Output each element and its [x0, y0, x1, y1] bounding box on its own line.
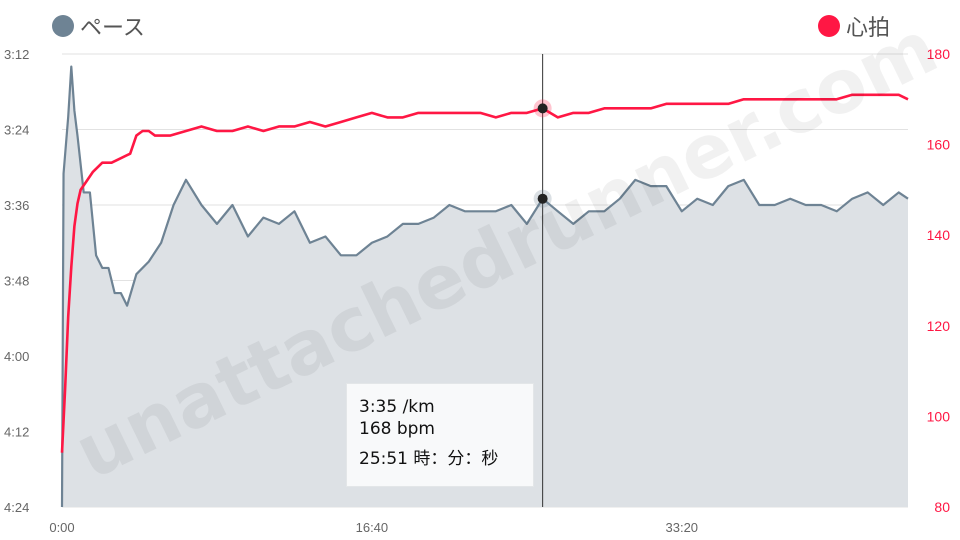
hr-tick-label: 100 — [927, 408, 951, 424]
pace-area-fill — [62, 66, 908, 507]
pace-tick-label: 3:36 — [4, 198, 29, 213]
hr-series-line — [60, 93, 909, 453]
pace-tick-label: 4:00 — [4, 349, 29, 364]
legend-pace[interactable]: ペース — [52, 10, 145, 42]
cursor-pace-point — [537, 193, 548, 204]
tooltip-hr: 168 bpm — [359, 419, 435, 439]
time-tick-label: 0:00 — [49, 520, 74, 535]
pace-area-path — [62, 66, 908, 507]
hr-axis-ticks: 80 100 120 140 160 180 — [927, 46, 951, 515]
pace-axis-ticks: 3:12 3:24 3:36 3:48 4:00 4:12 4:24 — [4, 47, 29, 515]
pace-tick-label: 4:12 — [4, 425, 29, 440]
hr-line-path — [60, 93, 909, 453]
cursor-hr-point — [537, 103, 548, 114]
legend-hr-label: 心拍 — [845, 16, 890, 41]
legend-heart-rate[interactable]: 心拍 — [817, 10, 890, 42]
time-tick-label: 33:20 — [666, 520, 699, 535]
tooltip-pace: 3:35 /km — [359, 397, 435, 417]
pace-line-path — [60, 65, 909, 508]
time-axis-ticks: 0:00 16:40 33:20 — [49, 520, 698, 535]
tooltip-time: 25:51 時：分：秒 — [359, 449, 499, 469]
hover-cursor — [533, 54, 552, 507]
pace-tick-label: 3:24 — [4, 123, 29, 138]
hr-tick-label: 140 — [927, 227, 951, 243]
hr-legend-dot-icon — [817, 15, 840, 37]
hr-tick-label: 180 — [927, 46, 951, 62]
hr-tick-label: 120 — [927, 318, 951, 334]
pace-series-line — [60, 65, 909, 508]
pace-legend-dot-icon — [52, 15, 74, 37]
pace-tick-label: 3:12 — [4, 47, 29, 62]
pace-tick-label: 4:24 — [4, 500, 29, 515]
legend-pace-label: ペース — [80, 16, 145, 41]
pace-tick-label: 3:48 — [4, 274, 29, 289]
hr-tick-label: 160 — [927, 137, 951, 153]
time-tick-label: 16:40 — [356, 520, 389, 535]
hr-tick-label: 80 — [934, 499, 950, 515]
hover-tooltip: 3:35 /km 168 bpm 25:51 時：分：秒 — [346, 383, 534, 487]
